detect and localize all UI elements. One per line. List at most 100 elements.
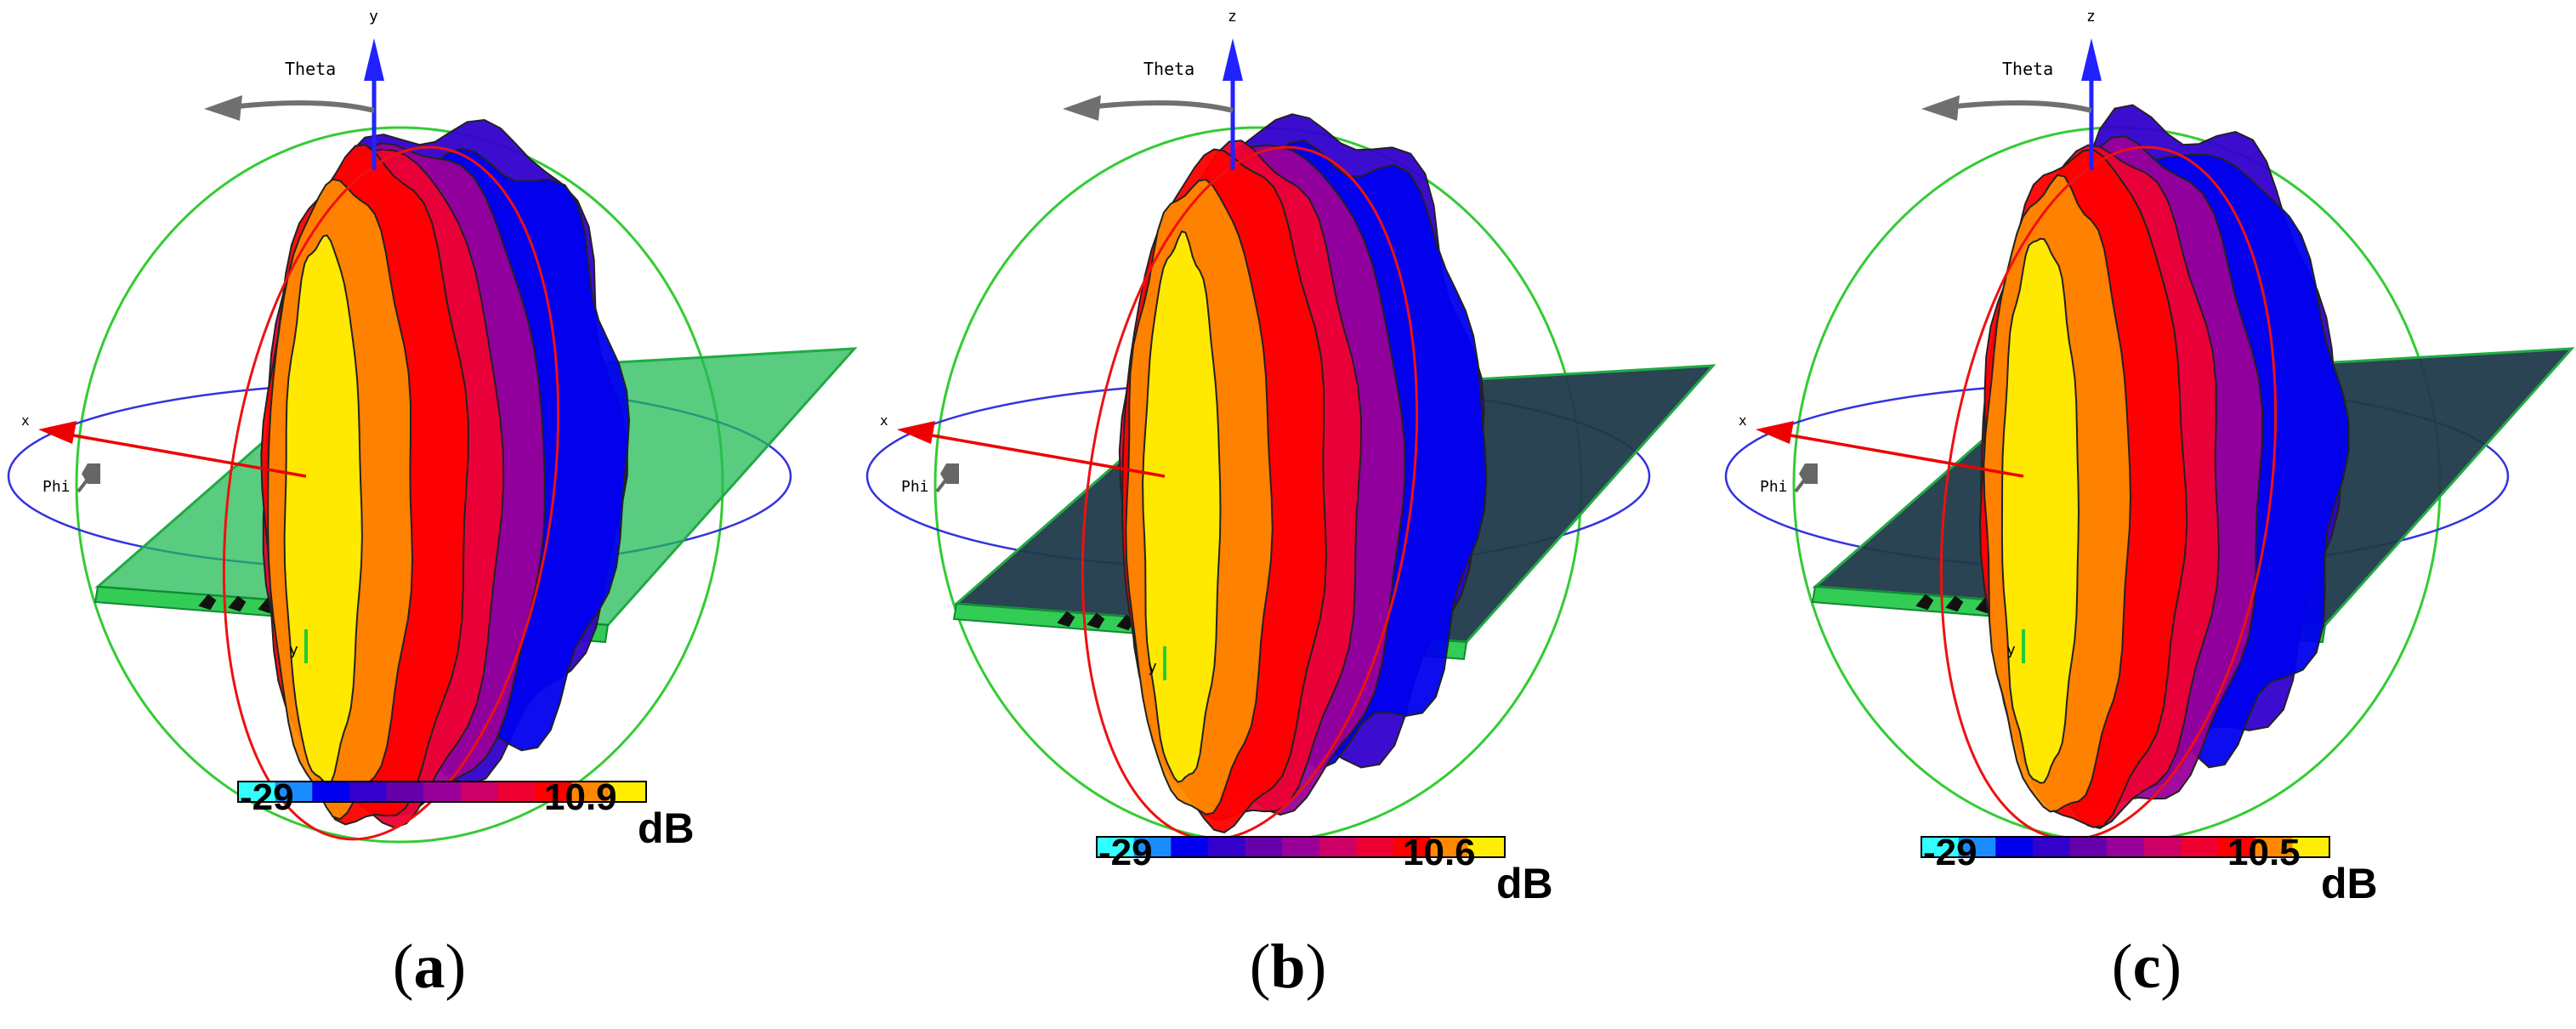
theta-arrowhead xyxy=(1921,95,1960,121)
colorbar-segment xyxy=(2069,837,2108,857)
colorbar-segment xyxy=(2218,837,2256,857)
phi-label: Phi xyxy=(901,478,929,496)
red-reference-circle xyxy=(222,145,560,841)
vertical-axis-label: z xyxy=(1228,8,1237,26)
theta-label: Theta xyxy=(1143,59,1194,79)
colorbar-max-label: 10.9 xyxy=(544,776,617,818)
panel-c: z Theta x Phi y -29 10.5 dB (c) xyxy=(1717,0,2576,1029)
theta-arrowhead xyxy=(1063,95,1101,121)
vertical-axis-arrowhead xyxy=(364,38,384,81)
radiation-lobe-layer xyxy=(2000,237,2080,784)
colorbar-min-label: -29 xyxy=(240,776,294,818)
colorbar-segment xyxy=(2181,837,2219,857)
vertical-axis-label: y xyxy=(369,8,378,26)
radiation-pattern-3d-b: z Theta x Phi y xyxy=(865,8,1716,858)
colorbar-max-label: 10.5 xyxy=(2227,832,2301,873)
colorbar-segment xyxy=(2292,837,2330,857)
colorbar-segment xyxy=(1995,837,2034,857)
panel-b: z Theta x Phi y -29 10.6 dB (b) xyxy=(859,0,1717,1029)
colorbar-segment xyxy=(1133,837,1172,857)
x-axis-label: x xyxy=(21,412,30,429)
colorbar-segment xyxy=(2255,837,2293,857)
panel-label: b xyxy=(1270,932,1306,1002)
theta-label: Theta xyxy=(2002,59,2053,79)
colorbar-unit-label: dB xyxy=(638,804,695,852)
colorbar-segment xyxy=(1171,837,1209,857)
antenna-element xyxy=(1945,595,1964,612)
colorbar-segment xyxy=(1097,837,1135,857)
panel-a: y Theta x Phi y -29 10.9 dB (a) xyxy=(0,0,859,1029)
phi-marker xyxy=(1799,463,1818,484)
x-axis-arrowhead xyxy=(38,421,77,444)
theta-label: Theta xyxy=(285,59,336,79)
x-axis-label: x xyxy=(880,412,888,429)
panel-caption-a: (a) xyxy=(392,932,467,1002)
colorbar-frame xyxy=(1096,836,1506,858)
radiation-lobe-layer xyxy=(283,234,363,786)
x-axis xyxy=(63,432,307,478)
colorbar-segment xyxy=(609,782,647,802)
y-axis-label: y xyxy=(289,641,298,659)
antenna-element xyxy=(1087,612,1105,629)
colorbar-segment xyxy=(1958,837,1996,857)
colorbar-segment xyxy=(275,782,313,802)
colorbar-segment xyxy=(1245,837,1283,857)
panel-label: a xyxy=(413,932,445,1002)
colorbar-segment xyxy=(1430,837,1468,857)
colorbar-segment xyxy=(1319,837,1357,857)
vertical-axis-arrowhead xyxy=(2081,38,2102,81)
vertical-axis-arrowhead xyxy=(1223,38,1243,81)
y-axis-label: y xyxy=(1148,658,1157,676)
colorbar-segment xyxy=(497,782,536,802)
x-axis-arrowhead xyxy=(897,421,935,444)
radiation-pattern-3d-a: y Theta x Phi y xyxy=(7,8,858,844)
theta-arrowhead xyxy=(204,95,242,121)
colorbar-segment xyxy=(1393,837,1432,857)
colorbar-gradient xyxy=(1096,836,1506,858)
colorbar-segment xyxy=(2032,837,2071,857)
colorbar-gradient xyxy=(1921,836,2330,858)
x-axis xyxy=(1780,432,2024,478)
antenna-element xyxy=(198,594,217,611)
colorbar-min-label: -29 xyxy=(1923,832,1977,873)
phi-marker xyxy=(940,463,959,484)
colorbar-segment xyxy=(1207,837,1246,857)
phi-label: Phi xyxy=(43,478,71,496)
antenna-element xyxy=(1915,594,1934,611)
colorbar-segment xyxy=(460,782,498,802)
colorbar-max-label: 10.6 xyxy=(1403,832,1476,873)
colorbar-frame xyxy=(1921,836,2330,858)
colorbar-segment xyxy=(349,782,388,802)
panel-caption-c: (c) xyxy=(2111,932,2182,1002)
colorbar-unit-label: dB xyxy=(2321,860,2378,907)
colorbar-segment xyxy=(1356,837,1394,857)
x-axis-label: x xyxy=(1739,412,1747,429)
colorbar-unit-label: dB xyxy=(1496,860,1553,907)
radiation-lobe-layer xyxy=(1142,230,1222,783)
colorbar-gradient xyxy=(237,781,647,803)
colorbar-segment xyxy=(1921,837,1960,857)
colorbar-segment xyxy=(571,782,610,802)
colorbar-segment xyxy=(2143,837,2182,857)
phi-marker xyxy=(82,463,100,484)
x-axis-arrowhead xyxy=(1756,421,1794,444)
phi-marker-tail xyxy=(935,479,947,493)
colorbar-frame xyxy=(237,781,647,803)
colorbar-segment xyxy=(1282,837,1320,857)
phi-marker-tail xyxy=(77,479,88,493)
colorbar-segment xyxy=(535,782,573,802)
antenna-element xyxy=(1057,611,1075,628)
phi-label: Phi xyxy=(1760,478,1788,496)
radiation-pattern-3d-c: z Theta x Phi y xyxy=(1724,8,2575,858)
colorbar-segment xyxy=(423,782,462,802)
phi-marker-tail xyxy=(1794,479,1806,493)
colorbar-segment xyxy=(386,782,424,802)
theta-arrow xyxy=(1955,100,2092,113)
colorbar-segment xyxy=(312,782,350,802)
colorbar-segment xyxy=(2107,837,2145,857)
colorbar-min-label: -29 xyxy=(1098,832,1153,873)
vertical-axis-label: z xyxy=(2086,8,2096,26)
panel-caption-b: (b) xyxy=(1249,932,1327,1002)
theta-arrow xyxy=(1096,100,1234,113)
